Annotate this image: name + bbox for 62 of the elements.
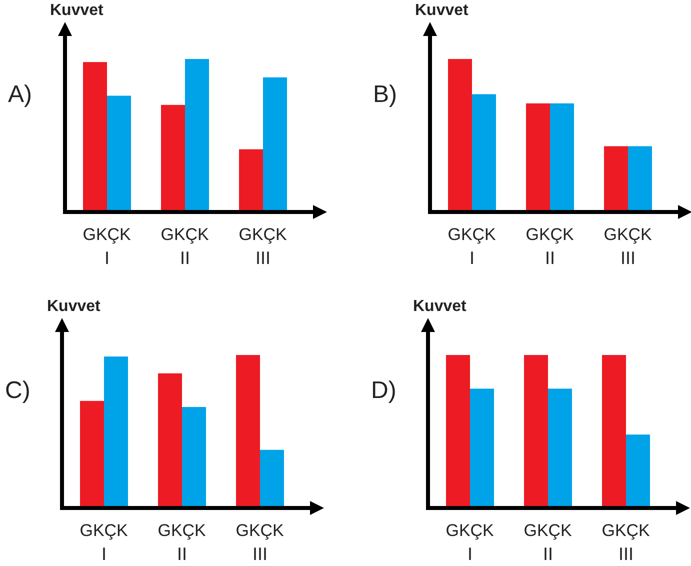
x-tick-label: III (252, 544, 268, 564)
y-axis-title: Kuvvet (50, 2, 104, 19)
y-axis-title: Kuvvet (47, 298, 102, 315)
bar (80, 400, 104, 508)
x-tick-label: II (542, 544, 554, 564)
x-tick-label: I (469, 248, 475, 268)
text: GK (160, 225, 186, 244)
bar (161, 104, 185, 212)
text: GK (158, 521, 182, 540)
x-tick-label: II (544, 248, 556, 268)
bar (158, 373, 182, 508)
series-label: GK (82, 225, 108, 244)
series-label: ÇK (104, 521, 128, 540)
bar (550, 103, 574, 212)
series-label: GK (448, 225, 473, 244)
text: ÇK (260, 521, 284, 540)
bar (239, 149, 263, 212)
text: GK (604, 225, 628, 244)
bar (236, 355, 260, 508)
text: ÇK (548, 521, 572, 540)
text: D) (371, 377, 396, 404)
text: GK (524, 521, 548, 540)
bar (182, 407, 206, 508)
series-label: GK (80, 521, 105, 540)
text: ÇK (185, 225, 209, 244)
series-label: ÇK (470, 521, 494, 540)
bar (107, 96, 131, 212)
text: GK (526, 225, 550, 244)
y-axis-title: Kuvvet (415, 2, 470, 19)
bar (472, 94, 496, 212)
text: GK (236, 521, 260, 540)
series-label: GK (446, 521, 471, 540)
bar (448, 59, 472, 212)
text: ÇK (626, 521, 650, 540)
text: GK (602, 521, 626, 540)
text: ÇK (182, 521, 206, 540)
x-tick-label: I (467, 544, 473, 564)
bar (83, 62, 107, 212)
text: ÇK (263, 225, 287, 244)
bar (263, 77, 287, 212)
x-tick-label: II (176, 544, 188, 564)
text: ÇK (550, 225, 574, 244)
x-tick-label: III (618, 544, 634, 564)
x-tick-label: I (101, 544, 107, 564)
bar (260, 450, 284, 508)
text: GK (238, 225, 264, 244)
series-label: ÇK (472, 225, 496, 244)
text: C) (5, 377, 30, 404)
text: ÇK (628, 225, 652, 244)
x-tick-label: I (104, 248, 110, 268)
bar (526, 103, 550, 212)
series-label: ÇK (107, 225, 132, 244)
y-axis-title: Kuvvet (413, 298, 468, 315)
x-tick-label: III (255, 248, 271, 268)
bar (628, 146, 652, 212)
bar (104, 356, 128, 508)
bar (185, 59, 209, 212)
text: A) (8, 81, 32, 108)
bar (604, 146, 628, 212)
text: B) (373, 81, 397, 108)
x-tick-label: III (620, 248, 636, 268)
x-tick-label: II (180, 248, 190, 268)
